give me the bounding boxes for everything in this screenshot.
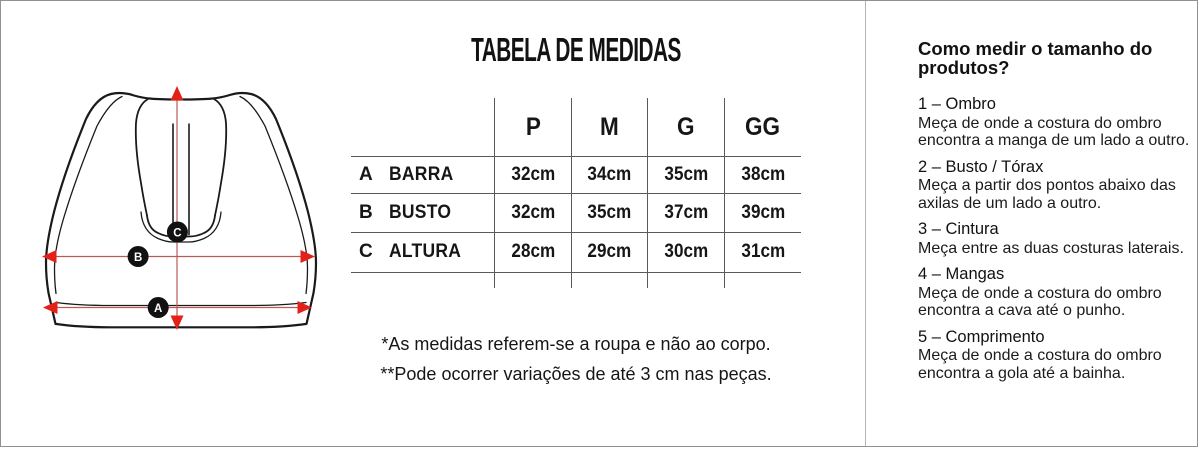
svg-text:C: C — [173, 228, 181, 240]
svg-text:A: A — [154, 303, 162, 315]
svg-text:B: B — [134, 252, 142, 264]
